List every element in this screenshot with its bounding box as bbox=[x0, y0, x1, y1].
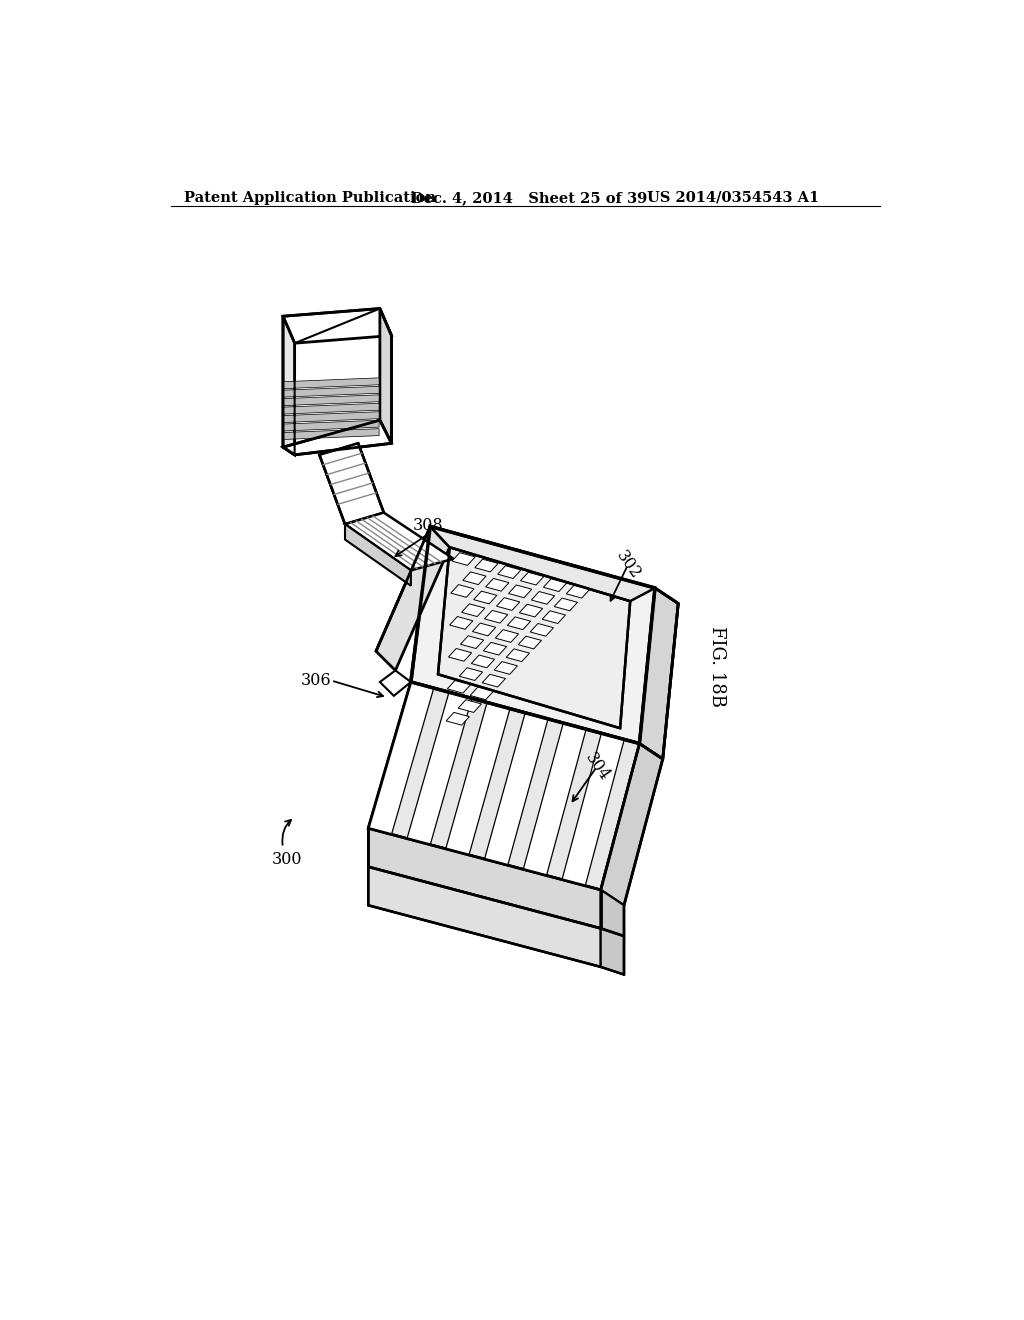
Polygon shape bbox=[369, 867, 601, 966]
Polygon shape bbox=[284, 395, 379, 405]
Polygon shape bbox=[471, 655, 495, 668]
Polygon shape bbox=[284, 429, 379, 440]
Polygon shape bbox=[508, 904, 534, 911]
Polygon shape bbox=[284, 420, 379, 430]
Polygon shape bbox=[472, 623, 496, 636]
Polygon shape bbox=[447, 681, 471, 693]
Polygon shape bbox=[531, 591, 555, 605]
Text: Dec. 4, 2014   Sheet 25 of 39: Dec. 4, 2014 Sheet 25 of 39 bbox=[411, 191, 647, 205]
Polygon shape bbox=[449, 648, 472, 661]
Polygon shape bbox=[345, 524, 411, 586]
Text: 304: 304 bbox=[582, 750, 612, 784]
Polygon shape bbox=[601, 928, 624, 974]
Polygon shape bbox=[450, 616, 473, 630]
Polygon shape bbox=[530, 623, 554, 636]
Polygon shape bbox=[452, 553, 475, 565]
Polygon shape bbox=[446, 713, 469, 725]
Polygon shape bbox=[415, 879, 440, 886]
Polygon shape bbox=[438, 548, 630, 729]
Polygon shape bbox=[407, 692, 472, 845]
Polygon shape bbox=[543, 611, 565, 623]
Polygon shape bbox=[483, 643, 507, 655]
Polygon shape bbox=[369, 829, 601, 928]
Polygon shape bbox=[566, 585, 590, 598]
Polygon shape bbox=[284, 404, 379, 414]
Polygon shape bbox=[475, 560, 498, 572]
Polygon shape bbox=[284, 387, 379, 397]
Polygon shape bbox=[319, 444, 384, 524]
Polygon shape bbox=[369, 867, 394, 874]
Polygon shape bbox=[640, 589, 678, 759]
Text: 302: 302 bbox=[612, 548, 644, 582]
Polygon shape bbox=[506, 649, 529, 661]
Text: Patent Application Publication: Patent Application Publication bbox=[183, 191, 436, 205]
Text: 300: 300 bbox=[271, 851, 302, 869]
Polygon shape bbox=[430, 527, 655, 601]
Polygon shape bbox=[519, 605, 543, 616]
Polygon shape bbox=[496, 630, 518, 643]
Polygon shape bbox=[380, 671, 411, 696]
Text: 306: 306 bbox=[300, 672, 331, 689]
Polygon shape bbox=[461, 891, 486, 898]
Polygon shape bbox=[509, 585, 531, 598]
Polygon shape bbox=[319, 444, 384, 524]
Polygon shape bbox=[497, 598, 520, 610]
Polygon shape bbox=[283, 309, 391, 343]
Polygon shape bbox=[460, 668, 482, 681]
Polygon shape bbox=[369, 682, 640, 890]
Polygon shape bbox=[495, 661, 517, 675]
Polygon shape bbox=[380, 309, 391, 444]
Polygon shape bbox=[463, 572, 486, 585]
Polygon shape bbox=[462, 603, 485, 616]
Polygon shape bbox=[523, 723, 586, 875]
Polygon shape bbox=[520, 573, 544, 585]
Polygon shape bbox=[451, 585, 474, 598]
Polygon shape bbox=[518, 636, 542, 649]
Text: US 2014/0354543 A1: US 2014/0354543 A1 bbox=[647, 191, 819, 205]
Polygon shape bbox=[458, 700, 481, 713]
Polygon shape bbox=[283, 317, 295, 455]
Polygon shape bbox=[411, 527, 655, 743]
Polygon shape bbox=[345, 512, 454, 570]
Polygon shape bbox=[484, 713, 548, 866]
Polygon shape bbox=[284, 412, 379, 422]
Polygon shape bbox=[554, 598, 578, 611]
Polygon shape bbox=[507, 616, 530, 630]
Polygon shape bbox=[376, 527, 450, 671]
Polygon shape bbox=[554, 916, 580, 923]
Polygon shape bbox=[498, 566, 521, 578]
Polygon shape bbox=[470, 686, 494, 700]
Text: FIG. 18B: FIG. 18B bbox=[708, 626, 726, 708]
Polygon shape bbox=[369, 682, 434, 834]
Polygon shape bbox=[544, 579, 566, 591]
Polygon shape bbox=[284, 378, 379, 388]
Text: 308: 308 bbox=[413, 517, 443, 535]
Polygon shape bbox=[474, 591, 497, 603]
Polygon shape bbox=[562, 734, 625, 886]
Polygon shape bbox=[461, 636, 483, 648]
Polygon shape bbox=[482, 675, 506, 686]
Polygon shape bbox=[601, 743, 663, 906]
Polygon shape bbox=[484, 610, 508, 623]
Polygon shape bbox=[283, 420, 391, 455]
Polygon shape bbox=[445, 702, 510, 855]
Polygon shape bbox=[485, 578, 509, 591]
Polygon shape bbox=[601, 890, 624, 936]
